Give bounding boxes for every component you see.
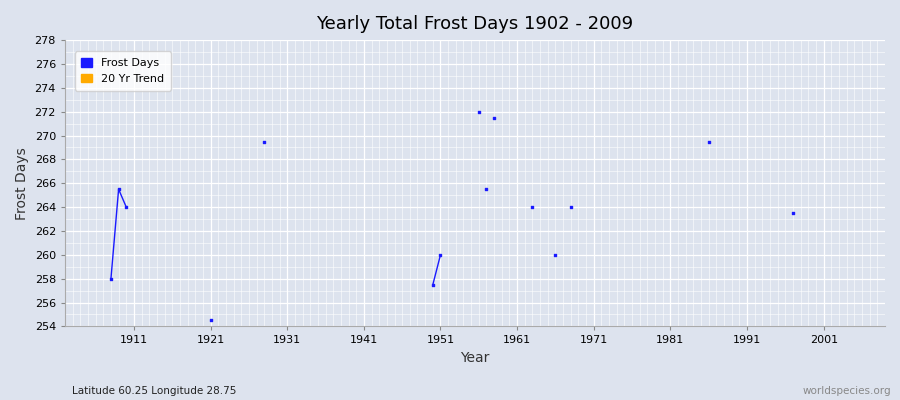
Title: Yearly Total Frost Days 1902 - 2009: Yearly Total Frost Days 1902 - 2009 <box>317 15 634 33</box>
Point <box>701 138 716 145</box>
Point <box>786 210 800 216</box>
X-axis label: Year: Year <box>460 351 490 365</box>
Point <box>487 114 501 121</box>
Point <box>119 204 133 210</box>
Point <box>426 282 440 288</box>
Y-axis label: Frost Days: Frost Days <box>15 147 29 220</box>
Point <box>480 186 494 192</box>
Point <box>257 138 272 145</box>
Point <box>526 204 540 210</box>
Point <box>203 317 218 324</box>
Legend: Frost Days, 20 Yr Trend: Frost Days, 20 Yr Trend <box>75 51 171 90</box>
Point <box>472 108 486 115</box>
Point <box>548 252 562 258</box>
Text: Latitude 60.25 Longitude 28.75: Latitude 60.25 Longitude 28.75 <box>72 386 237 396</box>
Point <box>104 276 118 282</box>
Point <box>433 252 447 258</box>
Text: worldspecies.org: worldspecies.org <box>803 386 891 396</box>
Point <box>112 186 126 192</box>
Point <box>563 204 578 210</box>
